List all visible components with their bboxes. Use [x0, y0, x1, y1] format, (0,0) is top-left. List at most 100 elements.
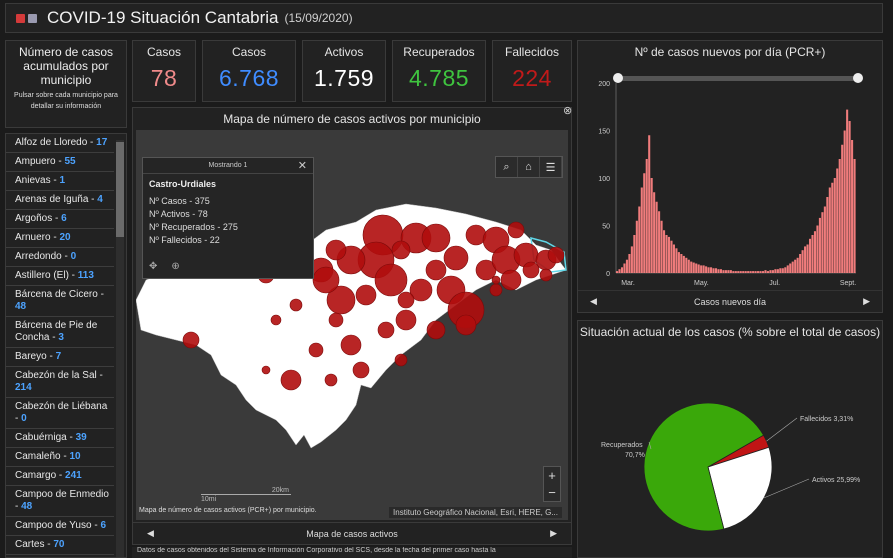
daily-case-bar[interactable]: [655, 201, 658, 273]
case-bubble[interactable]: [312, 266, 340, 294]
daily-case-bar[interactable]: [836, 168, 839, 274]
pie-chart[interactable]: Recuperados 70,7% Activos 25,99% Fallecidos…: [578, 345, 882, 555]
case-bubble[interactable]: [425, 259, 447, 281]
list-item[interactable]: Ampuero - 55: [6, 153, 114, 172]
daily-case-bar[interactable]: [737, 271, 740, 273]
daily-case-bar[interactable]: [712, 268, 715, 273]
daily-case-bar[interactable]: [697, 264, 700, 273]
daily-case-bar[interactable]: [789, 263, 792, 274]
list-item[interactable]: Camaleño - 10: [6, 448, 114, 467]
case-bubble[interactable]: [507, 221, 525, 239]
daily-case-bar[interactable]: [719, 269, 722, 273]
list-item[interactable]: Campoo de Enmedio - 48: [6, 486, 114, 517]
bar-chart[interactable]: 0 50 100 150 200 Mar. May. Jul. Sept.: [578, 63, 882, 291]
daily-case-bar[interactable]: [618, 269, 621, 273]
case-bubble[interactable]: [489, 283, 503, 297]
daily-case-bar[interactable]: [851, 140, 854, 273]
zoom-out-button[interactable]: −: [548, 485, 556, 500]
daily-case-bar[interactable]: [732, 271, 735, 273]
case-bubble[interactable]: [289, 298, 303, 312]
daily-case-bar[interactable]: [831, 182, 834, 273]
case-bubble[interactable]: [270, 314, 282, 326]
list-item[interactable]: Campoo de Yuso - 6: [6, 517, 114, 536]
range-slider-handle[interactable]: [853, 73, 863, 83]
case-bubble[interactable]: [391, 240, 411, 260]
list-item[interactable]: Bárcena de Pie de Concha - 3: [6, 317, 114, 348]
daily-case-bar[interactable]: [801, 250, 804, 273]
daily-case-bar[interactable]: [853, 159, 856, 273]
daily-case-bar[interactable]: [680, 254, 683, 273]
daily-case-bar[interactable]: [653, 192, 656, 273]
list-item[interactable]: Cartes - 70: [6, 536, 114, 555]
list-icon[interactable]: ☰: [540, 157, 562, 177]
daily-case-bar[interactable]: [648, 135, 651, 273]
daily-case-bar[interactable]: [744, 271, 747, 273]
daily-case-bar[interactable]: [823, 206, 826, 274]
daily-case-bar[interactable]: [724, 270, 727, 273]
daily-case-bar[interactable]: [734, 271, 737, 273]
daily-case-bar[interactable]: [846, 109, 849, 273]
daily-case-bar[interactable]: [779, 268, 782, 273]
scrollbar-thumb[interactable]: [116, 142, 124, 237]
case-bubble[interactable]: [455, 314, 477, 336]
daily-case-bar[interactable]: [769, 270, 772, 273]
daily-case-bar[interactable]: [754, 271, 757, 273]
daily-case-bar[interactable]: [705, 266, 708, 273]
daily-case-bar[interactable]: [658, 211, 661, 273]
daily-case-bar[interactable]: [682, 255, 685, 273]
daily-case-bar[interactable]: [700, 265, 703, 273]
daily-case-bar[interactable]: [645, 159, 648, 273]
prev-icon[interactable]: ◀: [147, 528, 154, 538]
daily-case-bar[interactable]: [821, 212, 824, 273]
case-bubble[interactable]: [547, 246, 565, 264]
list-item[interactable]: Arnuero - 20: [6, 229, 114, 248]
list-item[interactable]: Cabezón de la Sal - 214: [6, 367, 114, 398]
daily-case-bar[interactable]: [811, 235, 814, 273]
case-bubble[interactable]: [261, 365, 271, 375]
daily-case-bar[interactable]: [781, 268, 784, 273]
case-bubble[interactable]: [280, 369, 302, 391]
daily-case-bar[interactable]: [695, 263, 698, 274]
daily-case-bar[interactable]: [692, 262, 695, 273]
case-bubble[interactable]: [443, 245, 469, 271]
list-item[interactable]: Astillero (El) - 113: [6, 267, 114, 286]
case-bubble[interactable]: [182, 331, 200, 349]
case-bubble[interactable]: [377, 321, 395, 339]
daily-case-bar[interactable]: [771, 270, 774, 273]
close-icon[interactable]: ✕: [297, 160, 307, 172]
prev-icon[interactable]: ◀: [590, 296, 597, 306]
daily-case-bar[interactable]: [717, 269, 720, 273]
daily-case-bar[interactable]: [670, 240, 673, 273]
daily-case-bar[interactable]: [804, 246, 807, 273]
list-item[interactable]: Bareyo - 7: [6, 348, 114, 367]
case-bubble[interactable]: [395, 309, 417, 331]
zoom-to-icon[interactable]: ⊕: [171, 261, 180, 272]
next-icon[interactable]: ▶: [863, 296, 870, 306]
case-bubble[interactable]: [325, 239, 347, 261]
daily-case-bar[interactable]: [808, 238, 812, 273]
case-bubble[interactable]: [522, 261, 540, 279]
daily-case-bar[interactable]: [791, 261, 794, 273]
daily-case-bar[interactable]: [687, 259, 690, 273]
daily-case-bar[interactable]: [799, 254, 802, 273]
daily-case-bar[interactable]: [635, 220, 638, 273]
case-bubble[interactable]: [426, 320, 446, 340]
daily-case-bar[interactable]: [794, 259, 797, 273]
daily-case-bar[interactable]: [616, 271, 619, 273]
case-bubble[interactable]: [409, 278, 433, 302]
daily-case-bar[interactable]: [672, 244, 675, 274]
daily-case-bar[interactable]: [620, 267, 624, 273]
daily-case-bar[interactable]: [638, 206, 641, 274]
daily-case-bar[interactable]: [848, 121, 851, 273]
case-bubble[interactable]: [326, 285, 356, 315]
daily-case-bar[interactable]: [757, 271, 760, 273]
daily-case-bar[interactable]: [702, 265, 705, 273]
daily-case-bar[interactable]: [660, 220, 663, 273]
daily-case-bar[interactable]: [826, 197, 829, 273]
case-bubble[interactable]: [394, 353, 408, 367]
daily-case-bar[interactable]: [784, 267, 787, 273]
daily-case-bar[interactable]: [623, 263, 626, 274]
daily-case-bar[interactable]: [761, 271, 765, 273]
list-item[interactable]: Bárcena de Cicero - 48: [6, 286, 114, 317]
daily-case-bar[interactable]: [714, 268, 718, 273]
